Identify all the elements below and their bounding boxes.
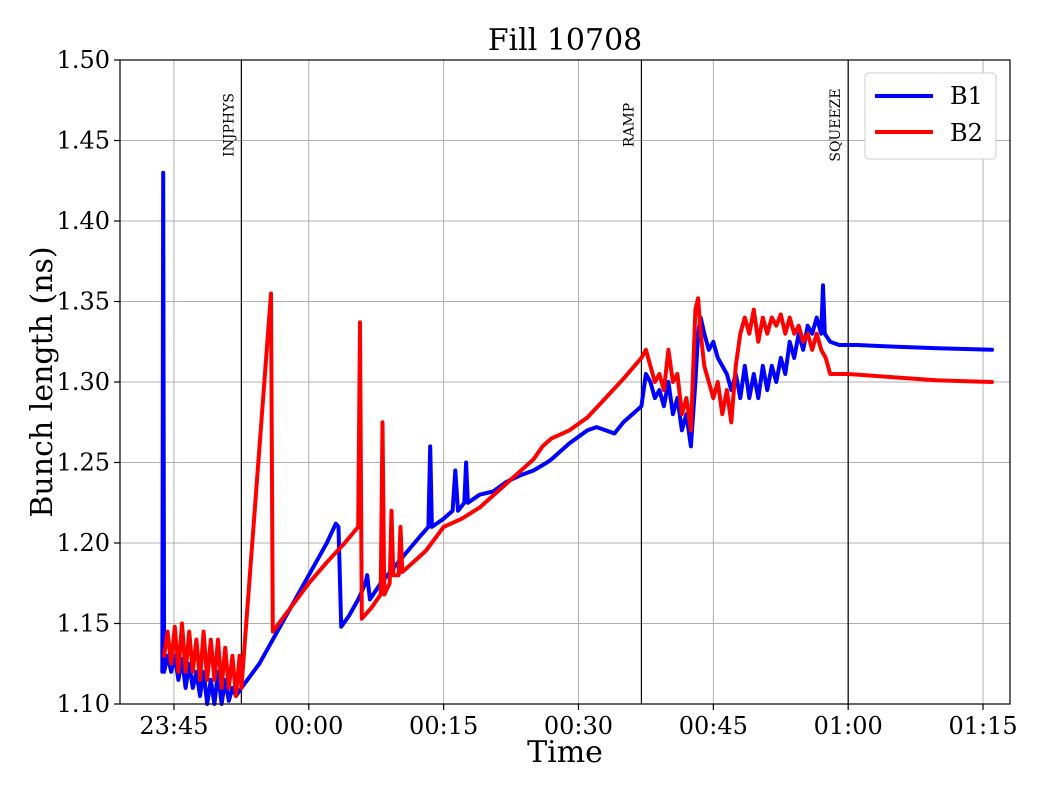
- phase-label-ramp: RAMP: [621, 103, 637, 147]
- x-tick-label: 23:45: [139, 712, 208, 740]
- phase-label-squeeze: SQUEEZE: [828, 88, 844, 161]
- series-line-b2: [162, 291, 994, 698]
- x-tick-label: 01:15: [948, 712, 1017, 740]
- y-tick-label: 1.45: [57, 127, 110, 155]
- legend-label-b2: B2: [950, 119, 983, 147]
- y-tick-label: 1.20: [57, 529, 110, 557]
- legend-label-b1: B1: [950, 82, 983, 110]
- chart-title: Fill 10708: [488, 23, 643, 58]
- y-axis-label: Bunch length (ns): [25, 246, 60, 517]
- y-tick-label: 1.50: [57, 46, 110, 74]
- y-tick-label: 1.30: [57, 368, 110, 396]
- phase-markers: INJPHYS RAMP SQUEEZE: [221, 60, 849, 704]
- y-tick-label: 1.15: [57, 610, 110, 638]
- phase-label-injphys: INJPHYS: [221, 93, 237, 157]
- x-tick-label: 01:00: [814, 712, 883, 740]
- axis-ticks: 23:45 00:00 00:15 00:30 00:45 01:00 01:15 1.10 1…: [57, 46, 1018, 740]
- x-tick-label: 00:15: [409, 712, 478, 740]
- series-line-b1: [160, 170, 994, 706]
- y-tick-label: 1.25: [57, 449, 110, 477]
- y-tick-label: 1.40: [57, 207, 110, 235]
- x-tick-label: 00:30: [544, 712, 613, 740]
- data-series: [160, 170, 994, 706]
- y-tick-label: 1.10: [57, 690, 110, 718]
- x-axis-label: Time: [527, 735, 603, 770]
- legend: B1 B2: [864, 72, 997, 160]
- x-tick-label: 00:45: [679, 712, 748, 740]
- y-tick-label: 1.35: [57, 288, 110, 316]
- x-tick-label: 00:00: [274, 712, 343, 740]
